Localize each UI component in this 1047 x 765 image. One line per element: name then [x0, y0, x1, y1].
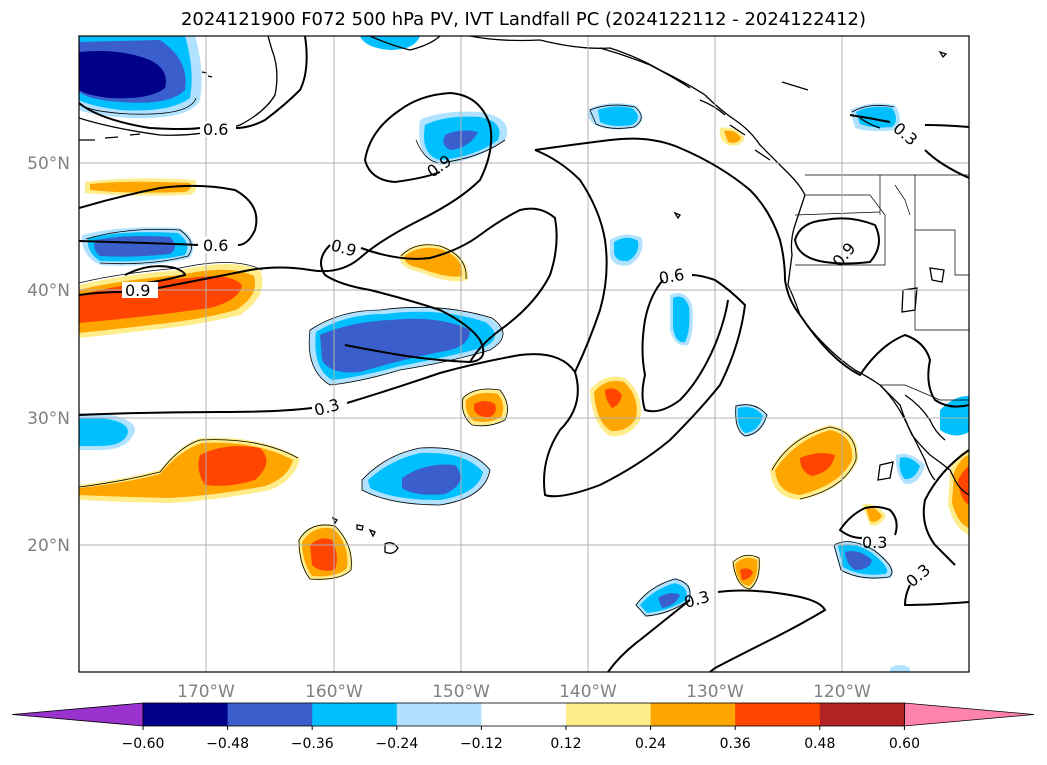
colorbar-segment	[227, 703, 313, 726]
colorbar-frame	[142, 702, 905, 727]
lon-label: 160°W	[305, 682, 363, 702]
colorbar-segment	[566, 703, 652, 726]
chart-title: 2024121900 F072 500 hPa PV, IVT Landfall…	[180, 9, 867, 30]
colorbar-tick-label: −0.36	[291, 736, 334, 752]
positive-pv-shading	[79, 127, 969, 590]
colorbar-segment	[143, 703, 229, 726]
coastlines	[79, 36, 969, 554]
colorbar-tick-label: 0.48	[804, 736, 835, 752]
colorbar-tick-label: 0.36	[720, 736, 751, 752]
colorbar-tick-label: 0.24	[635, 736, 666, 752]
colorbar: −0.60 −0.48 −0.36 −0.24 −0.12 0.12 0.24 0.36 0.4…	[11, 702, 1035, 752]
colorbar-segment	[312, 703, 398, 726]
lon-label: 130°W	[686, 682, 744, 702]
map-frame	[78, 35, 970, 673]
map-plot-area: 0.6 0.6 0.9 0.9 0.9 0.6 0.3 0.3 0.3 0.3 …	[79, 36, 969, 672]
longitude-labels: 170°W 160°W 150°W 140°W 130°W 120°W	[177, 682, 871, 702]
contour-label-0-6-b: 0.6	[203, 236, 228, 255]
lat-label: 50°N	[27, 154, 70, 174]
colorbar-tick-label: −0.24	[375, 736, 418, 752]
negative-pv-shading	[79, 36, 969, 672]
graticule	[79, 36, 969, 672]
colorbar-extend-high	[904, 702, 1035, 727]
colorbar-tick-label: 0.60	[889, 736, 920, 752]
colorbar-tick-label: −0.60	[122, 736, 165, 752]
contour-label-0-6-c: 0.6	[657, 265, 685, 288]
lon-label: 170°W	[177, 682, 235, 702]
colorbar-tick-label: −0.12	[460, 736, 503, 752]
colorbar-segment	[819, 703, 905, 726]
political-borders	[794, 174, 969, 401]
lat-label: 20°N	[27, 536, 70, 556]
colorbar-tick-label: −0.48	[206, 736, 249, 752]
colorbar-segment	[735, 703, 821, 726]
colorbar-tick-label: 0.12	[550, 736, 581, 752]
colorbar-segment	[650, 703, 736, 726]
colorbar-extend-low	[11, 702, 144, 727]
lon-label: 140°W	[559, 682, 617, 702]
colorbar-segment	[481, 703, 567, 726]
shading-outlines	[79, 97, 895, 617]
lon-label: 120°W	[813, 682, 871, 702]
contour-label-0-6-a: 0.6	[203, 120, 228, 139]
lat-label: 40°N	[27, 281, 70, 301]
lat-label: 30°N	[27, 409, 70, 429]
contour-label-0-3-c: 0.3	[862, 533, 887, 552]
lon-label: 150°W	[432, 682, 490, 702]
latitude-labels: 50°N 40°N 30°N 20°N	[27, 154, 70, 556]
colorbar-segment	[396, 703, 482, 726]
ivt-contours	[79, 36, 969, 672]
contour-label-0-9-a: 0.9	[125, 281, 150, 300]
